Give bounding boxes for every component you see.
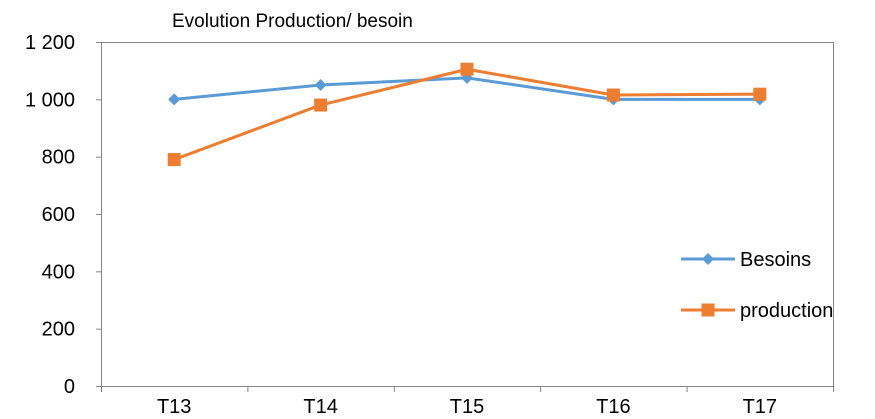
x-tick-label: T17	[743, 396, 777, 418]
series-production	[167, 62, 767, 167]
legend-label-besoins: Besoins	[740, 249, 811, 271]
y-axis-ticks: 0 200 400 600 800 1 000 1 200	[25, 32, 101, 398]
y-tick-label: 1 200	[25, 32, 75, 54]
x-tick-label: T15	[450, 396, 484, 418]
y-tick-label: 600	[42, 204, 75, 226]
chart-title: Evolution Production/ besoin	[172, 11, 413, 32]
series-layer	[167, 62, 767, 167]
data-point-production	[314, 98, 328, 112]
legend: Besoins production	[681, 249, 833, 322]
series-besoins	[168, 71, 766, 106]
data-point-production	[606, 88, 620, 102]
legend-marker-besoins	[702, 253, 714, 265]
y-tick-label: 800	[42, 147, 75, 169]
x-tick-label: T13	[157, 396, 191, 418]
data-point-besoins	[168, 93, 181, 106]
legend-marker-production	[701, 303, 715, 317]
y-tick-label: 0	[64, 376, 75, 398]
data-point-production	[167, 153, 181, 167]
y-tick-label: 200	[42, 319, 75, 341]
legend-item-besoins: Besoins	[681, 249, 811, 271]
data-point-besoins	[314, 79, 327, 91]
x-tick-label: T16	[596, 396, 630, 418]
y-tick-label: 1 000	[25, 89, 75, 111]
data-point-production	[753, 87, 767, 101]
x-axis-ticks: T13 T14 T15 T16 T17	[101, 386, 834, 418]
legend-label-production: production	[740, 300, 833, 322]
x-tick-label: T14	[303, 396, 337, 418]
legend-item-production: production	[681, 300, 833, 322]
y-tick-label: 400	[42, 261, 75, 283]
data-point-production	[460, 62, 474, 76]
